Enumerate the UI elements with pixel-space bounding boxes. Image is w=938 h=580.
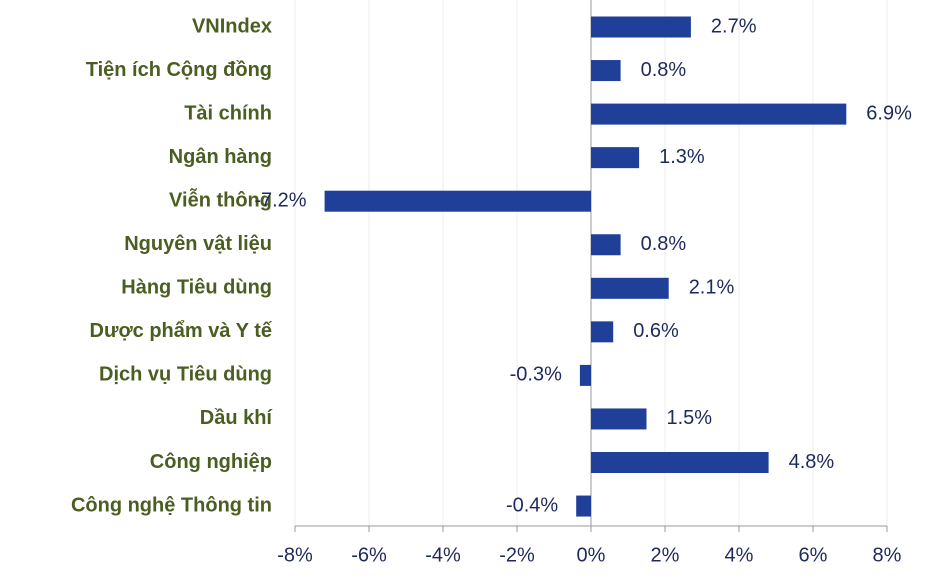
bar <box>324 190 591 212</box>
y-tick-label: Hàng Tiêu dùng <box>121 277 272 299</box>
value-label: -0.4% <box>506 494 558 516</box>
x-tick-label: 0% <box>577 544 606 566</box>
y-tick-label: Công nghệ Thông tin <box>71 494 272 516</box>
y-tick-label: Dầu khí <box>200 407 274 429</box>
bar <box>591 321 614 343</box>
value-label: 1.5% <box>667 407 713 429</box>
value-label: 2.7% <box>711 15 757 37</box>
x-tick-label: -6% <box>351 544 387 566</box>
value-label: 0.8% <box>641 233 687 255</box>
bar <box>591 277 669 299</box>
value-label: 4.8% <box>789 451 835 473</box>
bar <box>576 495 591 517</box>
y-tick-label: Tiện ích Cộng đồng <box>86 59 272 81</box>
value-label: -7.2% <box>254 189 306 211</box>
x-tick-label: 8% <box>873 544 902 566</box>
x-tick-label: 6% <box>799 544 828 566</box>
bar <box>591 147 640 169</box>
bar <box>591 103 847 125</box>
x-tick-label: -4% <box>425 544 461 566</box>
y-tick-label: Ngân hàng <box>169 146 272 168</box>
y-tick-label: Dược phẩm và Y tế <box>90 320 273 342</box>
value-label: 1.3% <box>659 146 705 168</box>
bar <box>591 234 621 256</box>
bar <box>579 364 591 386</box>
x-tick-label: -8% <box>277 544 313 566</box>
y-tick-label: Công nghiệp <box>150 451 272 473</box>
bar <box>591 60 621 82</box>
y-tick-label: Viễn thông <box>169 187 272 211</box>
y-tick-label: Tài chính <box>184 102 272 124</box>
x-tick-label: 4% <box>725 544 754 566</box>
value-label: -0.3% <box>510 364 562 386</box>
value-label: 2.1% <box>689 277 735 299</box>
y-tick-label: Nguyên vật liệu <box>124 233 272 255</box>
x-tick-label: 2% <box>651 544 680 566</box>
value-label: 0.8% <box>641 59 687 81</box>
value-label: 6.9% <box>866 102 912 124</box>
x-tick-label: -2% <box>499 544 535 566</box>
y-tick-label: Dịch vụ Tiêu dùng <box>99 364 272 386</box>
bar <box>591 452 769 473</box>
bar <box>591 16 691 38</box>
bar <box>591 408 647 430</box>
value-label: 0.6% <box>633 320 679 342</box>
y-tick-label: VNIndex <box>192 15 272 37</box>
